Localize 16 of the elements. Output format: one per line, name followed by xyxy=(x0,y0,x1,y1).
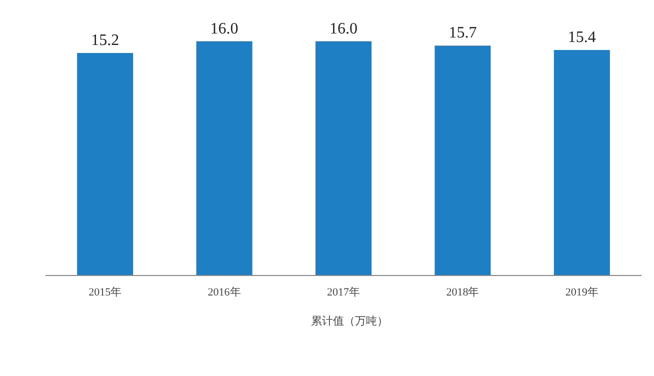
x-tick-label: 2019年 xyxy=(565,286,598,298)
x-tick-label: 2016年 xyxy=(208,286,241,298)
data-label: 15.2 xyxy=(91,32,120,49)
x-tick-label: 2015年 xyxy=(88,286,122,298)
bar xyxy=(434,46,491,276)
data-label: 15.4 xyxy=(568,29,596,46)
bar xyxy=(554,50,610,276)
bar xyxy=(315,41,372,276)
data-label: 16.0 xyxy=(210,20,238,38)
data-label: 15.7 xyxy=(448,24,477,42)
bar xyxy=(77,52,134,276)
bar xyxy=(196,41,252,276)
x-tick-label: 2017年 xyxy=(327,286,360,298)
text: 累计值（万吨） xyxy=(311,314,388,328)
data-label: 16.0 xyxy=(330,20,358,38)
x-tick-label: 2018年 xyxy=(446,286,480,298)
